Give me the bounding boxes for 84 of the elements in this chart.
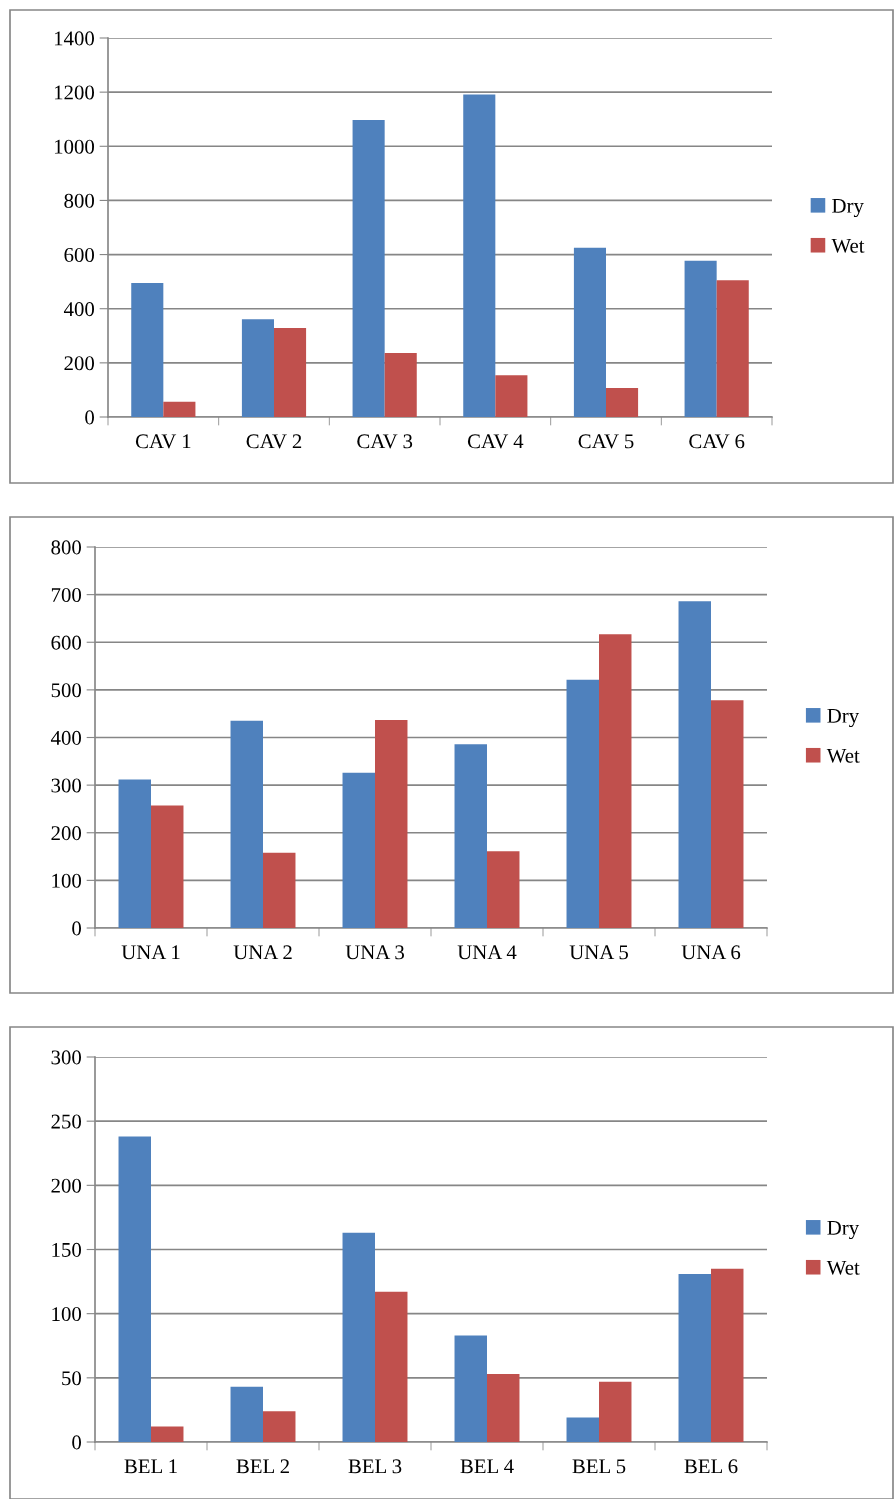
x-tick-label: CAV 1 <box>135 434 191 449</box>
y-tick-label: 100 <box>52 1307 82 1322</box>
y-tick-label: 600 <box>64 247 95 262</box>
x-tick-label: UNA 6 <box>681 945 741 960</box>
bar <box>263 1411 296 1442</box>
bar <box>263 852 296 928</box>
y-tick-label: 200 <box>64 356 95 371</box>
bar <box>716 280 749 417</box>
bar <box>352 120 385 417</box>
y-tick-label: 250 <box>51 1114 82 1129</box>
bar <box>454 744 487 928</box>
bar <box>131 283 164 417</box>
x-tick-label: BEL 4 <box>460 1459 514 1474</box>
x-tick-label: BEL 2 <box>236 1459 289 1474</box>
x-tick-label: UNA 2 <box>233 945 292 960</box>
x-tick-label: BEL 1 <box>124 1459 177 1474</box>
bar <box>375 1291 408 1442</box>
bar <box>118 779 151 928</box>
y-tick-label: 300 <box>51 778 82 793</box>
y-tick-label: 500 <box>51 683 82 698</box>
y-tick-label: 600 <box>51 635 82 650</box>
x-tick-label: CAV 3 <box>357 434 413 449</box>
bar <box>711 1268 744 1442</box>
bar <box>678 601 711 928</box>
legend-label: Wet <box>826 1260 860 1275</box>
legend-label: Wet <box>826 748 860 763</box>
y-tick-label: 150 <box>52 1242 82 1257</box>
bar <box>230 1386 263 1442</box>
y-tick-label: 100 <box>52 873 82 888</box>
bar <box>163 401 196 417</box>
legend-label: Wet <box>831 238 865 253</box>
y-tick-label: 800 <box>51 540 82 555</box>
x-tick-label: CAV 6 <box>689 434 745 449</box>
bar <box>151 1426 184 1442</box>
legend-label: Dry <box>827 1220 860 1240</box>
bar <box>384 353 417 417</box>
y-tick-label: 1000 <box>54 139 95 154</box>
y-tick-label: 800 <box>64 193 95 208</box>
bar <box>342 1232 375 1442</box>
bar <box>599 634 632 928</box>
x-tick-label: UNA 4 <box>457 945 517 960</box>
bar <box>230 720 263 928</box>
bar <box>487 851 520 928</box>
legend-label: Dry <box>832 198 864 218</box>
bar <box>151 805 184 928</box>
bar <box>678 1273 711 1442</box>
bar <box>118 1136 151 1442</box>
bar <box>566 679 599 928</box>
bar <box>487 1373 520 1442</box>
bar <box>495 375 528 417</box>
bar <box>463 94 496 417</box>
legend-label: Dry <box>827 708 860 728</box>
x-tick-label: CAV 5 <box>578 434 634 449</box>
bar <box>684 260 717 417</box>
bar <box>342 772 375 928</box>
bar <box>599 1381 632 1442</box>
x-tick-label: UNA 3 <box>345 945 404 960</box>
y-tick-label: 400 <box>63 302 95 317</box>
x-tick-label: BEL 6 <box>684 1459 738 1474</box>
bar <box>241 319 274 417</box>
x-tick-label: CAV 2 <box>246 434 302 449</box>
x-tick-label: UNA 1 <box>121 945 180 960</box>
bar <box>566 1417 599 1442</box>
y-tick-label: 0 <box>85 410 95 425</box>
y-tick-label: 0 <box>72 1435 82 1450</box>
y-tick-label: 50 <box>62 1371 82 1386</box>
x-tick-label: BEL 5 <box>572 1459 626 1474</box>
x-tick-label: UNA 5 <box>569 945 628 960</box>
y-tick-label: 300 <box>51 1050 82 1065</box>
bar <box>274 327 307 417</box>
bar <box>606 388 639 417</box>
y-tick-label: 200 <box>51 826 82 841</box>
bar <box>573 247 606 417</box>
x-tick-label: CAV 4 <box>467 434 524 449</box>
bar <box>454 1335 487 1442</box>
bar <box>375 719 408 928</box>
y-tick-label: 1200 <box>54 85 95 100</box>
y-tick-label: 200 <box>51 1178 82 1193</box>
x-tick-label: BEL 3 <box>348 1459 402 1474</box>
y-tick-label: 400 <box>50 730 82 745</box>
y-tick-label: 1400 <box>54 31 95 46</box>
y-tick-label: 700 <box>51 588 82 603</box>
bar <box>711 700 744 928</box>
y-tick-label: 0 <box>72 921 82 936</box>
